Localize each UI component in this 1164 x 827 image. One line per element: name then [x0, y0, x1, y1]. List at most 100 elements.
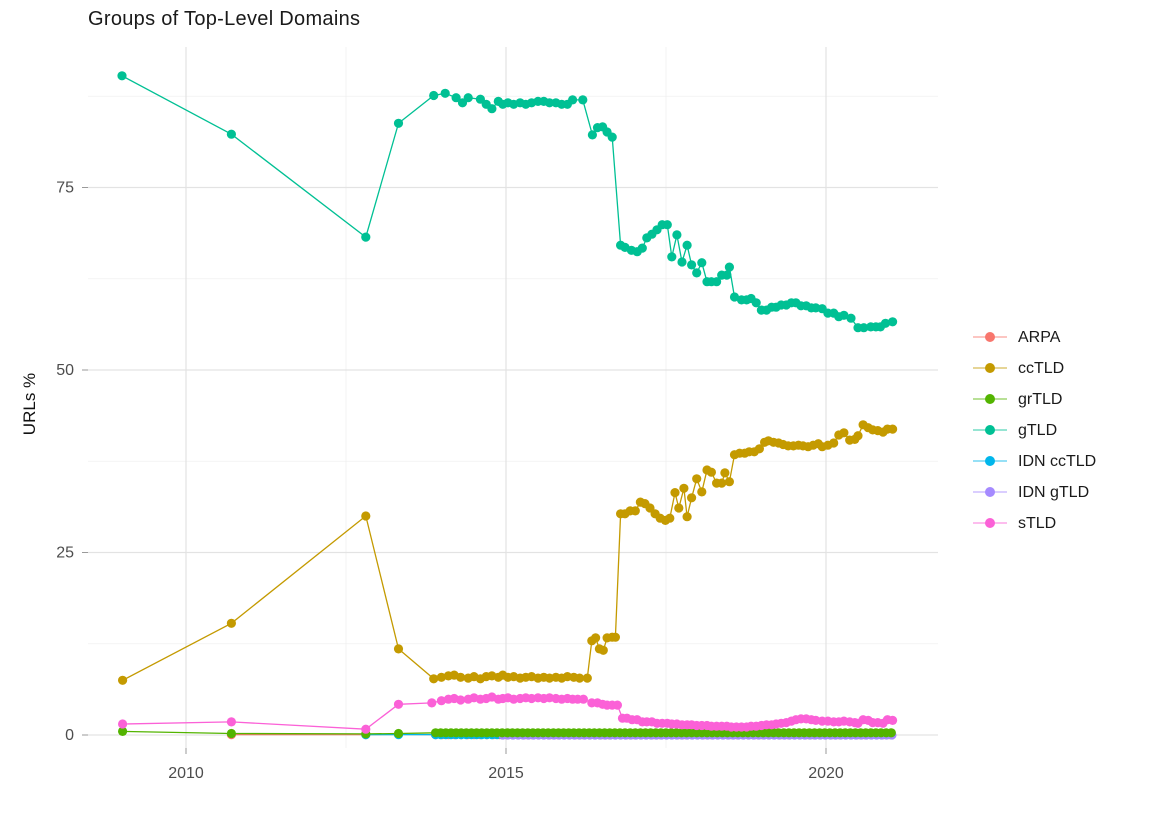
data-point — [697, 487, 707, 497]
data-point — [682, 512, 692, 522]
data-point — [697, 258, 707, 268]
data-point — [456, 672, 466, 682]
data-point — [393, 728, 404, 739]
legend-key-dot — [985, 487, 995, 497]
legend-key-dot — [985, 425, 995, 435]
legend-key-dot — [985, 363, 995, 373]
legend-label: gTLD — [1018, 422, 1057, 439]
chart-title: Groups of Top-Level Domains — [88, 8, 361, 30]
data-point — [754, 444, 765, 454]
axis-labels: 2010 2015 2020 0 25 50 75 — [56, 180, 844, 783]
data-point — [724, 262, 735, 272]
y-tick-label: 25 — [56, 545, 74, 562]
data-point — [612, 700, 623, 710]
data-point — [456, 695, 466, 705]
data-point — [118, 719, 128, 729]
series-sTLD — [118, 692, 898, 734]
data-point — [226, 728, 236, 739]
gridlines — [88, 47, 938, 748]
data-point — [591, 633, 601, 643]
data-point — [607, 132, 617, 142]
data-point — [692, 268, 702, 278]
data-point — [393, 699, 404, 709]
data-point — [587, 130, 598, 140]
y-tick-label: 0 — [65, 727, 74, 744]
data-point — [662, 220, 672, 230]
data-point — [610, 632, 621, 642]
legend-key-dot — [985, 332, 995, 342]
data-point — [839, 428, 849, 438]
x-tick-label: 2015 — [488, 765, 524, 782]
data-point — [582, 673, 592, 683]
data-point — [679, 483, 689, 493]
data-point — [226, 618, 236, 628]
data-point — [427, 698, 437, 708]
data-point — [118, 726, 128, 737]
legend-key-dot — [985, 456, 995, 466]
data-point — [487, 104, 497, 114]
legend-label: ARPA — [1018, 329, 1061, 346]
legend-key-dot — [985, 518, 995, 528]
data-point — [687, 493, 697, 503]
data-point — [670, 488, 680, 498]
data-point — [886, 728, 896, 738]
data-point — [667, 252, 677, 262]
data-point — [880, 318, 891, 328]
legend-key-dot — [985, 394, 995, 404]
data-point — [575, 673, 585, 683]
data-point — [672, 230, 682, 240]
data-point — [429, 90, 439, 101]
data-point — [578, 95, 588, 105]
x-tick-label: 2010 — [168, 765, 204, 782]
data-point — [226, 129, 236, 139]
data-point — [117, 71, 127, 81]
data-point — [544, 98, 555, 108]
data-point — [859, 323, 869, 333]
data-point — [630, 506, 640, 516]
data-point — [729, 292, 740, 302]
data-point — [665, 513, 675, 523]
data-point — [361, 511, 371, 521]
series-gTLD — [117, 71, 898, 333]
x-tick-label: 2020 — [808, 765, 844, 782]
data-point — [888, 424, 898, 434]
legend-label: ccTLD — [1018, 360, 1064, 377]
data-point — [463, 93, 473, 103]
data-point — [846, 313, 856, 323]
data-point — [839, 310, 849, 320]
data-point — [393, 644, 404, 654]
data-point — [687, 260, 697, 270]
data-point — [692, 474, 702, 484]
data-point — [706, 467, 717, 477]
data-point — [118, 675, 128, 685]
legend-label: IDN gTLD — [1018, 484, 1089, 501]
data-point — [440, 88, 450, 98]
data-point — [682, 240, 692, 250]
data-point — [888, 715, 898, 726]
data-point — [677, 257, 687, 267]
data-point — [674, 503, 684, 513]
data-point — [393, 118, 404, 128]
data-point — [361, 724, 371, 734]
data-point — [361, 232, 371, 242]
legend-label: sTLD — [1018, 515, 1056, 532]
y-tick-label: 75 — [56, 180, 74, 197]
data-point — [429, 674, 439, 684]
data-point — [568, 95, 578, 105]
data-point — [598, 645, 608, 655]
data-point — [722, 270, 732, 280]
data-point — [724, 477, 735, 487]
legend-label: IDN ccTLD — [1018, 453, 1096, 470]
data-point — [578, 694, 589, 704]
data-point — [451, 93, 461, 103]
data-point — [226, 717, 236, 727]
data-point — [751, 298, 761, 308]
data-point — [829, 438, 839, 448]
data-point — [717, 478, 727, 488]
data-point — [436, 672, 446, 682]
data-point — [853, 431, 863, 441]
legend-label: grTLD — [1018, 391, 1062, 408]
series-ccTLD — [118, 420, 898, 685]
